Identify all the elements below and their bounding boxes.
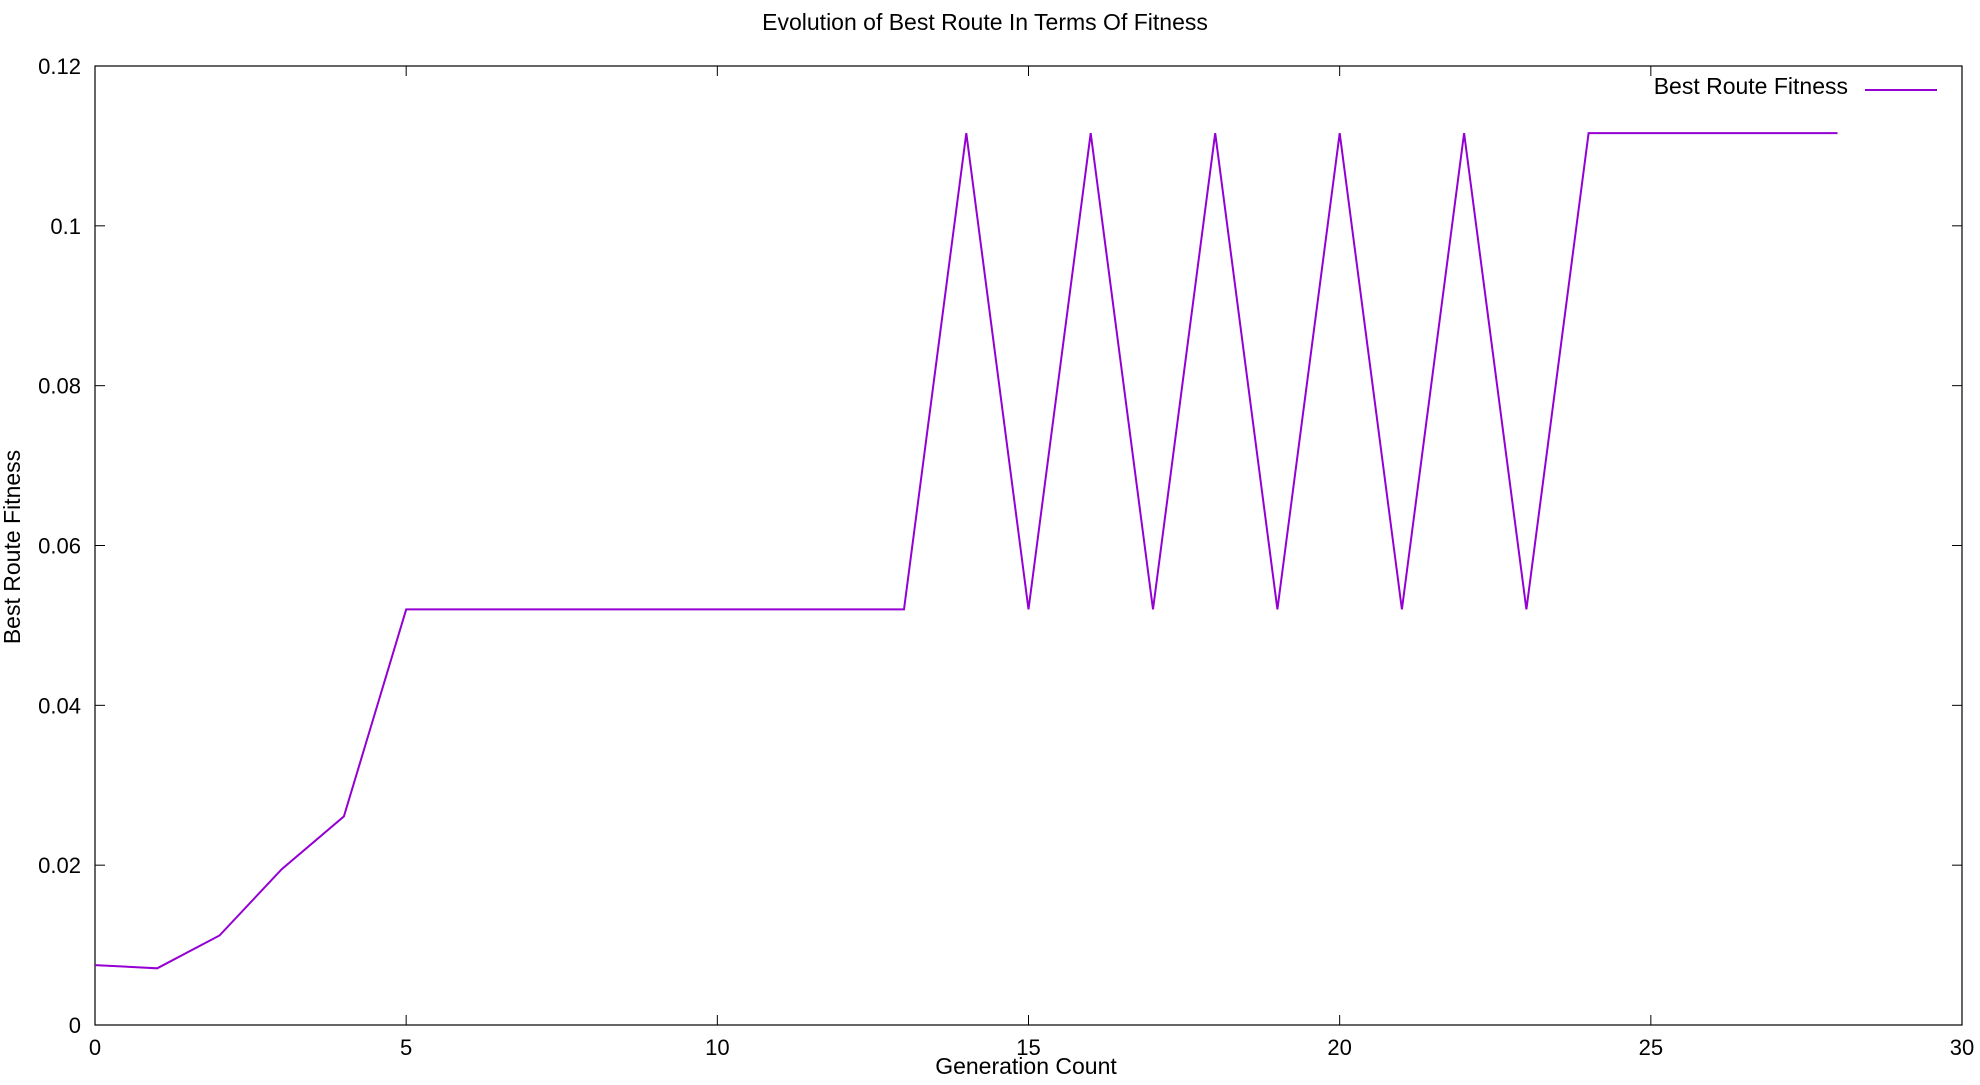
x-tick-label: 15: [1016, 1035, 1040, 1060]
y-tick-label: 0.02: [38, 853, 81, 878]
y-tick-label: 0.1: [50, 214, 81, 239]
x-axis-label: Generation Count: [935, 1053, 1117, 1079]
x-tick-label: 30: [1950, 1035, 1974, 1060]
x-tick-label: 5: [400, 1035, 412, 1060]
series-layer: [94, 132, 1838, 970]
x-tick-label: 20: [1327, 1035, 1351, 1060]
x-tick-label: 0: [89, 1035, 101, 1060]
x-tick-label: 10: [705, 1035, 729, 1060]
legend: Best Route Fitness: [1654, 73, 1937, 99]
y-tick-label: 0.12: [38, 54, 81, 79]
legend-label: Best Route Fitness: [1654, 73, 1848, 99]
y-tick-label: 0.06: [38, 534, 81, 559]
y-axis-label: Best Route Fitness: [0, 450, 25, 644]
x-tick-label: 25: [1639, 1035, 1663, 1060]
plot-border: [94, 65, 1963, 1026]
y-tick-label: 0.08: [38, 374, 81, 399]
y-tick-label: 0: [69, 1013, 81, 1038]
chart-title: Evolution of Best Route In Terms Of Fitn…: [762, 9, 1208, 35]
y-tick-label: 0.04: [38, 693, 81, 718]
axis-ticks: 0 5 10 15 20 25 30 0 0.02 0.04 0.06 0.08 0.1 0.12: [38, 54, 1974, 1060]
series-line: [94, 132, 1838, 970]
plot-area: [94, 65, 1963, 1026]
